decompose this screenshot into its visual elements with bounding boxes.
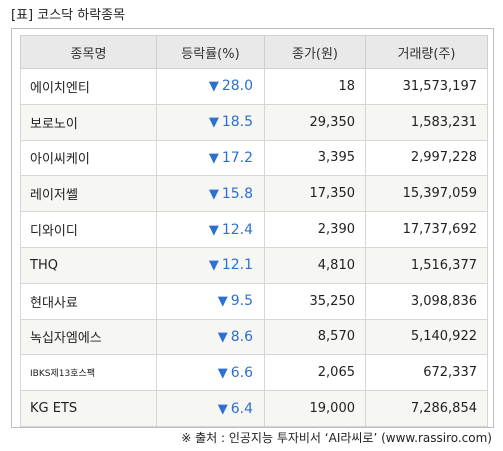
table-row: IBKS제13호스팩 ▼ 6.6 2,065 672,337	[20, 354, 488, 392]
table-row: 아이씨케이 ▼ 17.2 3,395 2,997,228	[20, 139, 488, 177]
table-row: 디와이디 ▼ 12.4 2,390 17,737,692	[20, 211, 488, 248]
down-arrow-icon: ▼	[208, 150, 219, 166]
change-rate: ▼ 12.4	[156, 211, 265, 248]
close-price: 29,350	[264, 103, 366, 141]
stock-name: 아이씨케이	[20, 139, 157, 177]
change-rate: ▼ 18.5	[156, 103, 265, 141]
page-title: [표] 코스닥 하락종목	[11, 8, 126, 23]
stock-name: KG ETS	[20, 390, 157, 427]
close-price: 35,250	[264, 282, 366, 320]
change-rate-value: 6.6	[230, 364, 253, 381]
close-price: 18	[264, 68, 366, 105]
volume: 17,737,692	[365, 211, 488, 248]
down-arrow-icon: ▼	[208, 186, 219, 202]
volume: 2,997,228	[365, 139, 488, 177]
down-arrow-icon: ▼	[208, 115, 219, 131]
volume: 15,397,059	[365, 175, 488, 213]
volume: 1,516,377	[365, 246, 488, 284]
change-rate: ▼ 28.0	[156, 68, 265, 105]
change-rate-value: 28.0	[221, 78, 253, 95]
close-price: 19,000	[264, 390, 366, 427]
change-rate-value: 17.2	[221, 149, 253, 166]
table-row: 현대사료 ▼ 9.5 35,250 3,098,836	[20, 282, 488, 320]
header-stock-name: 종목명	[20, 35, 157, 69]
stock-name: 현대사료	[20, 282, 157, 320]
down-arrow-icon: ▼	[217, 294, 228, 310]
close-price: 8,570	[264, 318, 366, 356]
change-rate-value: 9.5	[230, 293, 253, 310]
close-price: 4,810	[264, 246, 366, 284]
down-arrow-icon: ▼	[208, 258, 219, 274]
declining-stocks-table: 종목명 등락률(%) 종가(원) 거래량(주) 에이치엔티 ▼ 28.0 18 31,5…	[20, 35, 488, 427]
stock-name: THQ	[20, 246, 157, 284]
stock-name: 레이저쎌	[20, 175, 157, 213]
stock-name: 보로노이	[20, 103, 157, 141]
close-price: 17,350	[264, 175, 366, 213]
volume: 3,098,836	[365, 282, 488, 320]
volume: 31,573,197	[365, 68, 488, 105]
volume: 672,337	[365, 354, 488, 392]
table-row: 레이저쎌 ▼ 15.8 17,350 15,397,059	[20, 175, 488, 213]
table-header-row: 종목명 등락률(%) 종가(원) 거래량(주)	[20, 35, 488, 69]
header-change-rate: 등락률(%)	[156, 35, 265, 69]
change-rate: ▼ 17.2	[156, 139, 265, 177]
down-arrow-icon: ▼	[217, 401, 228, 417]
header-close-price: 종가(원)	[264, 35, 366, 69]
down-arrow-icon: ▼	[217, 365, 228, 381]
source-note: ※ 출처 : 인공지능 투자비서 ‘AI라씨로’ (www.rassiro.co…	[181, 431, 492, 445]
change-rate-value: 12.1	[221, 257, 253, 274]
change-rate-value: 8.6	[230, 328, 253, 345]
change-rate: ▼ 6.6	[156, 354, 265, 392]
volume: 1,583,231	[365, 103, 488, 141]
table-container: 종목명 등락률(%) 종가(원) 거래량(주) 에이치엔티 ▼ 28.0 18 31,5…	[11, 28, 494, 428]
table-row: 녹십자엠에스 ▼ 8.6 8,570 5,140,922	[20, 318, 488, 356]
header-volume: 거래량(주)	[365, 35, 488, 69]
stock-name: 디와이디	[20, 211, 157, 248]
change-rate: ▼ 12.1	[156, 246, 265, 284]
close-price: 2,065	[264, 354, 366, 392]
volume: 5,140,922	[365, 318, 488, 356]
close-price: 2,390	[264, 211, 366, 248]
change-rate: ▼ 8.6	[156, 318, 265, 356]
down-arrow-icon: ▼	[208, 222, 219, 238]
stock-name: IBKS제13호스팩	[20, 354, 157, 392]
change-rate: ▼ 9.5	[156, 282, 265, 320]
change-rate-value: 6.4	[230, 400, 253, 417]
close-price: 3,395	[264, 139, 366, 177]
change-rate: ▼ 15.8	[156, 175, 265, 213]
stock-name: 녹십자엠에스	[20, 318, 157, 356]
table-row: 보로노이 ▼ 18.5 29,350 1,583,231	[20, 103, 488, 141]
volume: 7,286,854	[365, 390, 488, 427]
change-rate-value: 18.5	[221, 114, 253, 131]
change-rate-value: 12.4	[221, 221, 253, 238]
table-row: KG ETS ▼ 6.4 19,000 7,286,854	[20, 390, 488, 427]
change-rate: ▼ 6.4	[156, 390, 265, 427]
table-row: 에이치엔티 ▼ 28.0 18 31,573,197	[20, 68, 488, 105]
table-row: THQ ▼ 12.1 4,810 1,516,377	[20, 246, 488, 284]
stock-name: 에이치엔티	[20, 68, 157, 105]
down-arrow-icon: ▼	[208, 79, 219, 95]
down-arrow-icon: ▼	[217, 329, 228, 345]
change-rate-value: 15.8	[221, 185, 253, 202]
